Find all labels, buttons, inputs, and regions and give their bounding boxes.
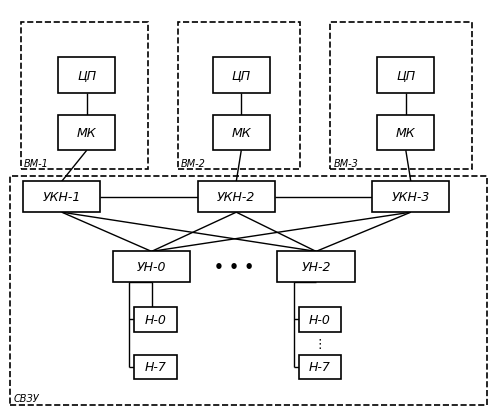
Text: Н-7: Н-7 bbox=[309, 361, 331, 373]
Text: • • •: • • • bbox=[214, 260, 254, 275]
Text: ВМ-3: ВМ-3 bbox=[334, 158, 358, 168]
Text: ВМ-1: ВМ-1 bbox=[24, 158, 49, 168]
Text: ЦП: ЦП bbox=[396, 69, 415, 82]
FancyBboxPatch shape bbox=[212, 116, 270, 151]
FancyBboxPatch shape bbox=[134, 355, 176, 380]
FancyBboxPatch shape bbox=[372, 182, 450, 213]
Text: УН-0: УН-0 bbox=[137, 261, 166, 274]
Text: МК: МК bbox=[232, 127, 251, 140]
FancyBboxPatch shape bbox=[178, 23, 300, 169]
FancyBboxPatch shape bbox=[58, 116, 116, 151]
FancyBboxPatch shape bbox=[299, 355, 341, 380]
FancyBboxPatch shape bbox=[113, 252, 190, 282]
FancyBboxPatch shape bbox=[20, 23, 148, 169]
FancyBboxPatch shape bbox=[58, 58, 116, 93]
Text: Н-7: Н-7 bbox=[144, 361, 167, 373]
Text: ВМ-2: ВМ-2 bbox=[181, 158, 206, 168]
Text: УН-2: УН-2 bbox=[302, 261, 331, 274]
Text: УКН-3: УКН-3 bbox=[392, 191, 430, 204]
Text: Н-0: Н-0 bbox=[309, 313, 331, 326]
FancyBboxPatch shape bbox=[377, 116, 434, 151]
Text: СВЗУ: СВЗУ bbox=[13, 393, 39, 403]
Text: ⋮: ⋮ bbox=[314, 337, 326, 350]
FancyBboxPatch shape bbox=[330, 23, 472, 169]
Text: ЦП: ЦП bbox=[232, 69, 251, 82]
Text: ЦП: ЦП bbox=[77, 69, 96, 82]
FancyBboxPatch shape bbox=[134, 307, 176, 332]
Text: МК: МК bbox=[77, 127, 96, 140]
Text: УКН-1: УКН-1 bbox=[42, 191, 81, 204]
FancyBboxPatch shape bbox=[23, 182, 101, 213]
FancyBboxPatch shape bbox=[278, 252, 354, 282]
FancyBboxPatch shape bbox=[299, 307, 341, 332]
Text: МК: МК bbox=[396, 127, 415, 140]
Text: Н-0: Н-0 bbox=[144, 313, 167, 326]
FancyBboxPatch shape bbox=[377, 58, 434, 93]
Text: УКН-2: УКН-2 bbox=[217, 191, 256, 204]
FancyBboxPatch shape bbox=[10, 176, 488, 405]
FancyBboxPatch shape bbox=[198, 182, 275, 213]
FancyBboxPatch shape bbox=[212, 58, 270, 93]
